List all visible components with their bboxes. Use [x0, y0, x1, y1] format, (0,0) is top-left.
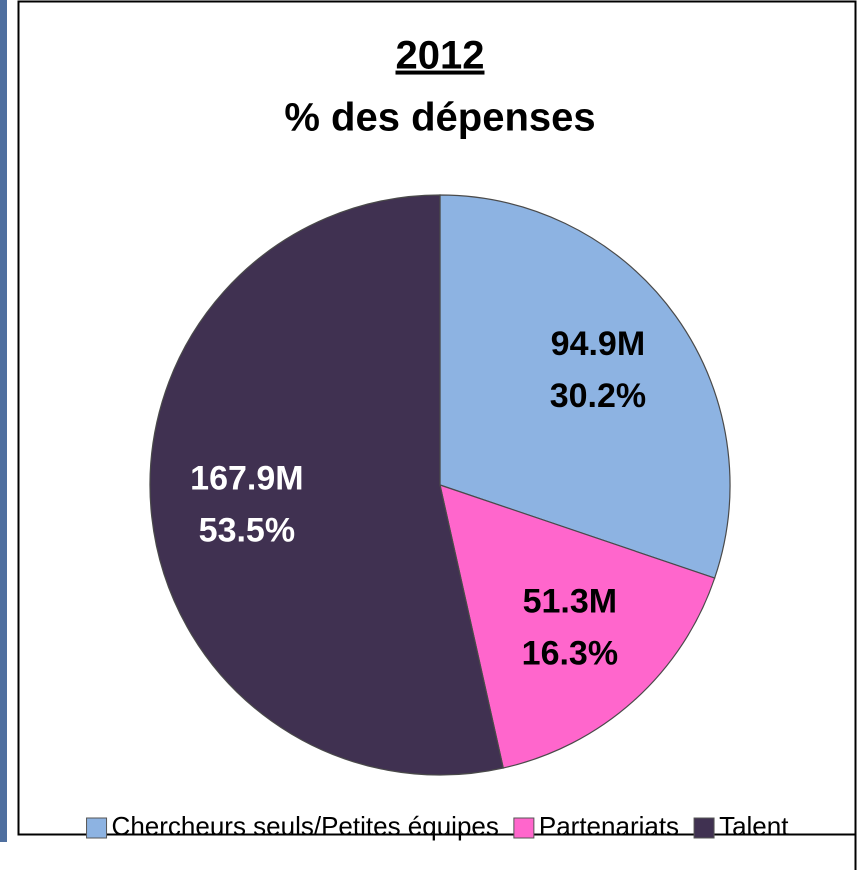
frame: [17, 0, 857, 836]
legend-swatch: [693, 817, 715, 839]
pie-slice: [439, 194, 731, 579]
chart-title: 2012: [396, 34, 485, 78]
value-label: 16.3%: [522, 635, 618, 673]
legend-swatch: [513, 817, 535, 839]
value-label: 30.2%: [550, 377, 646, 415]
legend-label: Chercheurs seuls/Petites équipes: [112, 811, 499, 841]
amount-label: 94.9M: [551, 325, 646, 363]
amount-label: 51.3M: [523, 583, 618, 621]
legend-label: Partenariats: [539, 811, 679, 841]
amount-label: 167.9M: [190, 459, 303, 497]
pie-slice: [149, 194, 504, 776]
legend-label: Talent: [719, 811, 789, 841]
chart-subtitle: % des dépenses: [284, 96, 595, 140]
legend-swatch: [86, 817, 108, 839]
side-bar: [0, 0, 7, 842]
value-label: 53.5%: [199, 511, 295, 549]
pie-slice: [439, 484, 716, 769]
